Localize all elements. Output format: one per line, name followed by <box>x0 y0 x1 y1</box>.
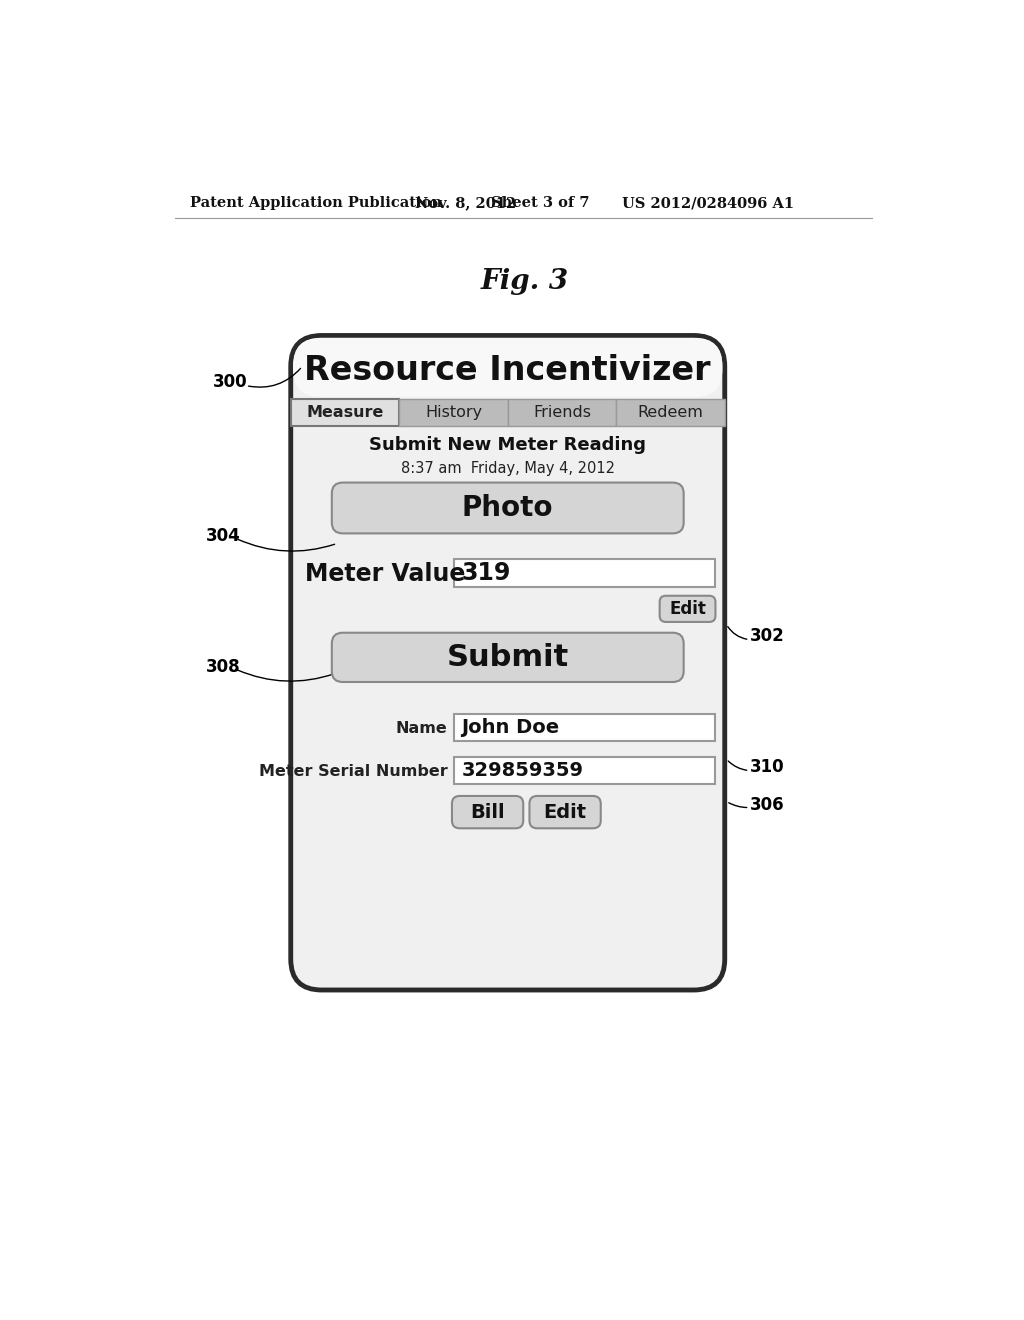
Text: John Doe: John Doe <box>461 718 559 737</box>
FancyBboxPatch shape <box>293 338 722 397</box>
Text: History: History <box>425 405 482 420</box>
FancyBboxPatch shape <box>659 595 716 622</box>
Text: Bill: Bill <box>470 803 505 821</box>
Text: Sheet 3 of 7: Sheet 3 of 7 <box>490 197 589 210</box>
Text: 300: 300 <box>213 372 248 391</box>
Text: Redeem: Redeem <box>638 405 703 420</box>
Text: Meter Serial Number: Meter Serial Number <box>258 764 447 779</box>
Text: 329859359: 329859359 <box>461 762 584 780</box>
Text: 306: 306 <box>750 796 784 814</box>
Text: 304: 304 <box>206 527 241 545</box>
Bar <box>616 400 725 425</box>
Bar <box>454 558 716 586</box>
Text: 310: 310 <box>750 758 784 776</box>
Text: Submit: Submit <box>446 643 569 672</box>
Text: Meter Value: Meter Value <box>305 562 465 586</box>
FancyBboxPatch shape <box>452 796 523 829</box>
Text: Friends: Friends <box>534 405 591 420</box>
Text: 319: 319 <box>461 561 511 585</box>
Text: Measure: Measure <box>306 405 384 420</box>
Bar <box>291 400 399 425</box>
Text: 302: 302 <box>750 627 784 644</box>
Text: 8:37 am  Friday, May 4, 2012: 8:37 am Friday, May 4, 2012 <box>400 461 614 477</box>
Text: Name: Name <box>395 721 447 735</box>
Text: Nov. 8, 2012: Nov. 8, 2012 <box>415 197 516 210</box>
Text: US 2012/0284096 A1: US 2012/0284096 A1 <box>623 197 795 210</box>
Text: Edit: Edit <box>669 599 706 618</box>
Text: Edit: Edit <box>544 803 587 821</box>
Bar <box>454 714 716 741</box>
Text: Resource Incentivizer: Resource Incentivizer <box>304 354 711 387</box>
Text: Fig. 3: Fig. 3 <box>480 268 569 296</box>
Text: Submit New Meter Reading: Submit New Meter Reading <box>370 436 646 454</box>
FancyBboxPatch shape <box>291 335 725 990</box>
FancyBboxPatch shape <box>529 796 601 829</box>
Text: Patent Application Publication: Patent Application Publication <box>190 197 442 210</box>
Text: Photo: Photo <box>462 494 554 521</box>
Bar <box>454 758 716 784</box>
Bar <box>399 400 508 425</box>
FancyBboxPatch shape <box>332 483 684 533</box>
FancyBboxPatch shape <box>332 632 684 682</box>
Text: 308: 308 <box>206 657 240 676</box>
Bar <box>508 400 616 425</box>
